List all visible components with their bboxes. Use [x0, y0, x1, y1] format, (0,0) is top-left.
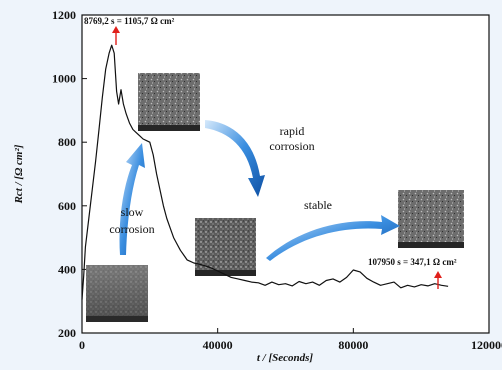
label-slow-corrosion: corrosion	[109, 222, 154, 236]
sem-image-peak	[138, 73, 200, 131]
x-tick-label: 0	[79, 338, 85, 352]
y-tick-label: 800	[58, 135, 76, 149]
annotation-peak: 8769,2 s = 1105,7 Ω cm²	[84, 16, 175, 26]
sem-image-stable	[398, 190, 464, 248]
y-axis-ticks: 200 400 600 800 1000 1200	[52, 8, 87, 340]
x-tick-label: 120000	[471, 338, 502, 352]
y-tick-label: 1200	[52, 8, 76, 22]
series-line	[81, 44, 449, 300]
label-stable: stable	[304, 198, 332, 212]
blue-arrow-slow-icon	[119, 143, 145, 255]
x-tick-label: 80000	[338, 338, 368, 352]
y-tick-label: 600	[58, 199, 76, 213]
blue-arrow-stable-icon	[266, 215, 400, 261]
label-slow: slow	[121, 205, 144, 219]
plot-frame	[81, 14, 490, 334]
label-rapid: rapid	[280, 124, 305, 138]
red-arrow-peak-icon	[112, 26, 120, 45]
sem-image-rapid	[195, 218, 256, 276]
y-tick-label: 1000	[52, 72, 76, 86]
x-axis-title: t / [Seconds]	[257, 352, 314, 364]
y-tick-label: 200	[58, 326, 76, 340]
label-rapid-corrosion: corrosion	[269, 139, 314, 153]
y-axis-title: Rct / [Ω cm²]	[13, 144, 25, 204]
x-tick-label: 40000	[203, 338, 233, 352]
annotation-end: 107950 s = 347,1 Ω cm²	[368, 257, 457, 267]
blue-arrow-rapid-icon	[205, 120, 265, 197]
red-arrow-end-icon	[434, 271, 442, 289]
sem-image-initial	[86, 265, 148, 322]
y-tick-label: 400	[58, 262, 76, 276]
x-axis-ticks: 0 40000 80000 120000	[79, 328, 502, 352]
